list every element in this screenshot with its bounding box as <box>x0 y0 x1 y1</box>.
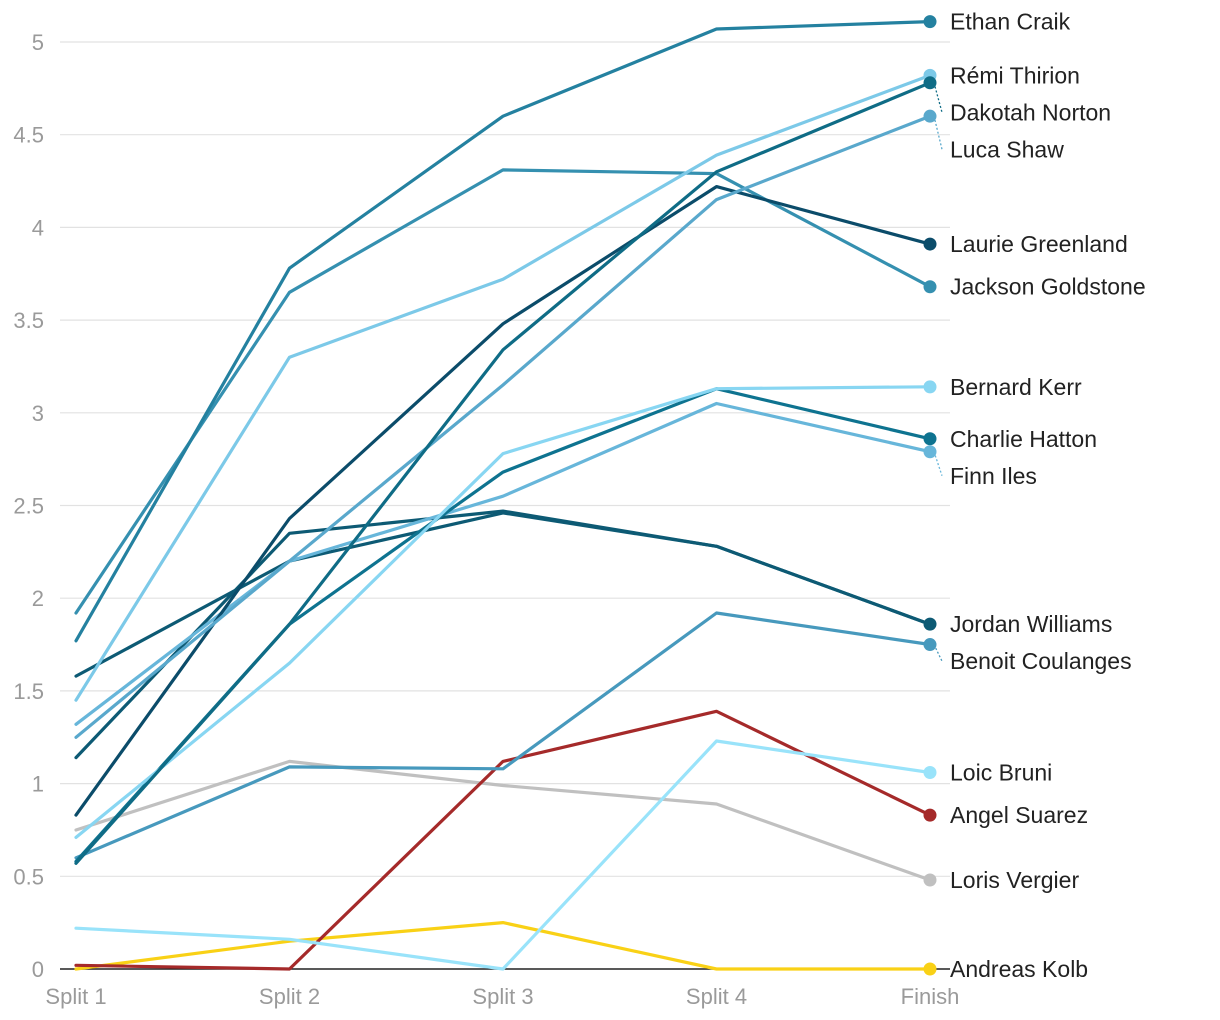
series-line-bernard-kerr <box>74 385 932 840</box>
x-tick-label: Split 4 <box>686 984 747 1009</box>
y-tick-label: 0 <box>32 957 44 982</box>
series-line-finn-iles <box>74 401 932 726</box>
y-tick-label: 2.5 <box>13 494 44 519</box>
series-line-jordan-williams-secondary <box>74 511 932 678</box>
grid-lines <box>60 41 950 970</box>
y-tick-label: 4 <box>32 215 44 240</box>
leader-line-finn-iles <box>933 451 943 476</box>
y-tick-label: 5 <box>32 30 44 55</box>
x-tick-label: Split 2 <box>259 984 320 1009</box>
end-point-jackson-goldstone <box>923 280 937 294</box>
y-tick-label: 4.5 <box>13 123 44 148</box>
series-line-luca-shaw <box>74 114 932 739</box>
series-label-luca-shaw: Luca Shaw <box>950 136 1064 162</box>
series-label-dakotah-norton: Dakotah Norton <box>950 99 1111 125</box>
end-point-ethan-craik <box>923 15 937 29</box>
series-label-charlie-hatton: Charlie Hatton <box>950 426 1097 452</box>
y-tick-label: 1 <box>32 772 44 797</box>
end-point-angel-suarez <box>923 808 937 822</box>
series-label-loic-bruni: Loic Bruni <box>950 759 1052 785</box>
series-label-jordan-williams: Jordan Williams <box>950 611 1112 637</box>
series-label-loris-vergier: Loris Vergier <box>950 867 1079 893</box>
leader-line-benoit-coulanges <box>933 644 943 662</box>
y-tick-label: 3.5 <box>13 308 44 333</box>
end-point-laurie-greenland <box>923 237 937 251</box>
series-line-loris-vergier <box>74 759 932 882</box>
x-axis-ticks: Split 1 Split 2 Split 3 Split 4 Finish <box>45 984 959 1009</box>
end-point-jordan-williams <box>923 617 937 631</box>
series-label-andreas-kolb: Andreas Kolb <box>950 956 1088 982</box>
series-line-laurie-greenland <box>74 185 932 817</box>
series-line-remi-thirion <box>74 73 932 702</box>
end-point-finn-iles <box>923 445 937 459</box>
series-line-dakotah-norton <box>74 81 932 865</box>
series-line-benoit-coulanges <box>74 611 932 860</box>
y-axis-ticks: 0 0.5 1 1.5 2 2.5 3 3.5 4 4.5 5 <box>13 30 44 982</box>
series-label-benoit-coulanges: Benoit Coulanges <box>950 648 1132 674</box>
y-tick-label: 1.5 <box>13 679 44 704</box>
series-line-ethan-craik <box>74 20 932 643</box>
series-line-loic-bruni <box>74 739 932 971</box>
leader-line-luca-shaw <box>933 116 943 150</box>
y-tick-label: 0.5 <box>13 864 44 889</box>
series-label-finn-iles: Finn Iles <box>950 463 1037 489</box>
label-leader-lines <box>933 82 943 662</box>
x-tick-label: Finish <box>901 984 960 1009</box>
series-labels: Ethan Craik Rémi Thirion Dakotah Norton Luc… <box>950 9 1146 982</box>
series-line-jordan-williams <box>74 509 932 760</box>
end-point-loic-bruni <box>923 765 937 779</box>
x-tick-label: Split 3 <box>472 984 533 1009</box>
end-point-andreas-kolb <box>923 962 937 976</box>
series-line-jackson-goldstone <box>74 168 932 615</box>
series-lines <box>74 20 932 971</box>
leader-line-dakotah-norton <box>933 82 943 113</box>
x-tick-label: Split 1 <box>45 984 106 1009</box>
y-tick-label: 2 <box>32 586 44 611</box>
series-line-andreas-kolb <box>74 920 932 971</box>
series-label-ethan-craik: Ethan Craik <box>950 9 1071 35</box>
end-point-luca-shaw <box>923 109 937 123</box>
end-point-dakotah-norton <box>923 76 937 90</box>
end-point-bernard-kerr <box>923 380 937 394</box>
series-label-remi-thirion: Rémi Thirion <box>950 62 1080 88</box>
y-tick-label: 3 <box>32 401 44 426</box>
end-point-loris-vergier <box>923 873 937 887</box>
series-label-laurie-greenland: Laurie Greenland <box>950 231 1128 257</box>
series-line-angel-suarez <box>74 709 932 971</box>
series-label-jackson-goldstone: Jackson Goldstone <box>950 274 1146 300</box>
end-point-charlie-hatton <box>923 432 937 446</box>
series-label-bernard-kerr: Bernard Kerr <box>950 374 1082 400</box>
end-point-benoit-coulanges <box>923 638 937 652</box>
end-points <box>923 15 937 976</box>
series-label-angel-suarez: Angel Suarez <box>950 802 1088 828</box>
